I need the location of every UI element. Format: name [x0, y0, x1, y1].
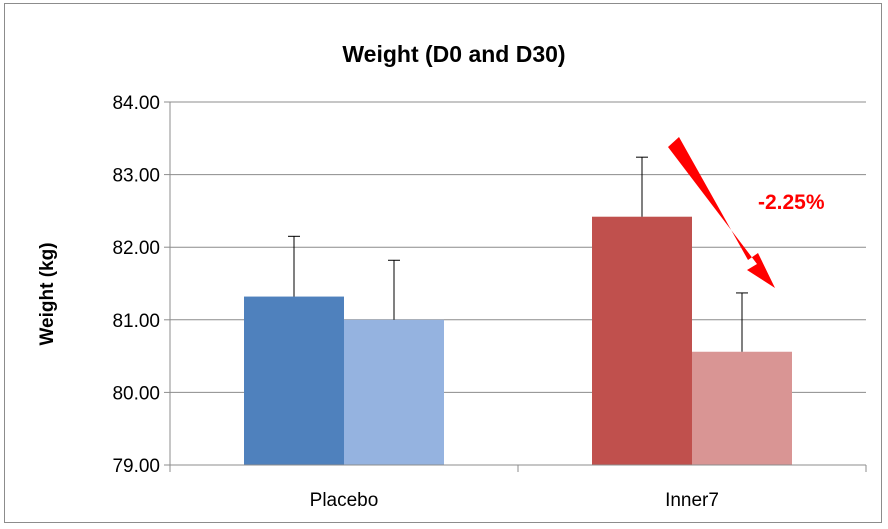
error-bars	[288, 156, 748, 352]
bar	[344, 319, 444, 465]
y-tick-labels: 79.00 80.00 81.00 82.00 83.00 84.00	[112, 93, 160, 477]
y-tick-label: 83.00	[112, 166, 160, 187]
bar	[592, 216, 692, 465]
decrease-arrow-icon	[668, 137, 775, 288]
x-tick-label: Placebo	[310, 490, 379, 511]
decrease-arrow-icon	[668, 137, 775, 288]
y-tick-label: 80.00	[112, 383, 160, 404]
change-annotation: -2.25%	[758, 191, 825, 214]
y-tick-label: 79.00	[112, 456, 160, 477]
bar	[244, 296, 344, 465]
y-tick-label: 81.00	[112, 311, 160, 332]
y-tick-label: 82.00	[112, 238, 160, 259]
x-tick-label: Inner7	[665, 490, 719, 511]
chart-title: Weight (D0 and D30)	[342, 41, 565, 67]
x-tick-labels: Placebo Inner7	[310, 490, 719, 511]
axes	[169, 102, 867, 472]
bar	[692, 351, 792, 465]
bars	[244, 216, 792, 465]
y-axis-label: Weight (kg)	[37, 242, 58, 345]
y-tick-label: 84.00	[112, 93, 160, 114]
